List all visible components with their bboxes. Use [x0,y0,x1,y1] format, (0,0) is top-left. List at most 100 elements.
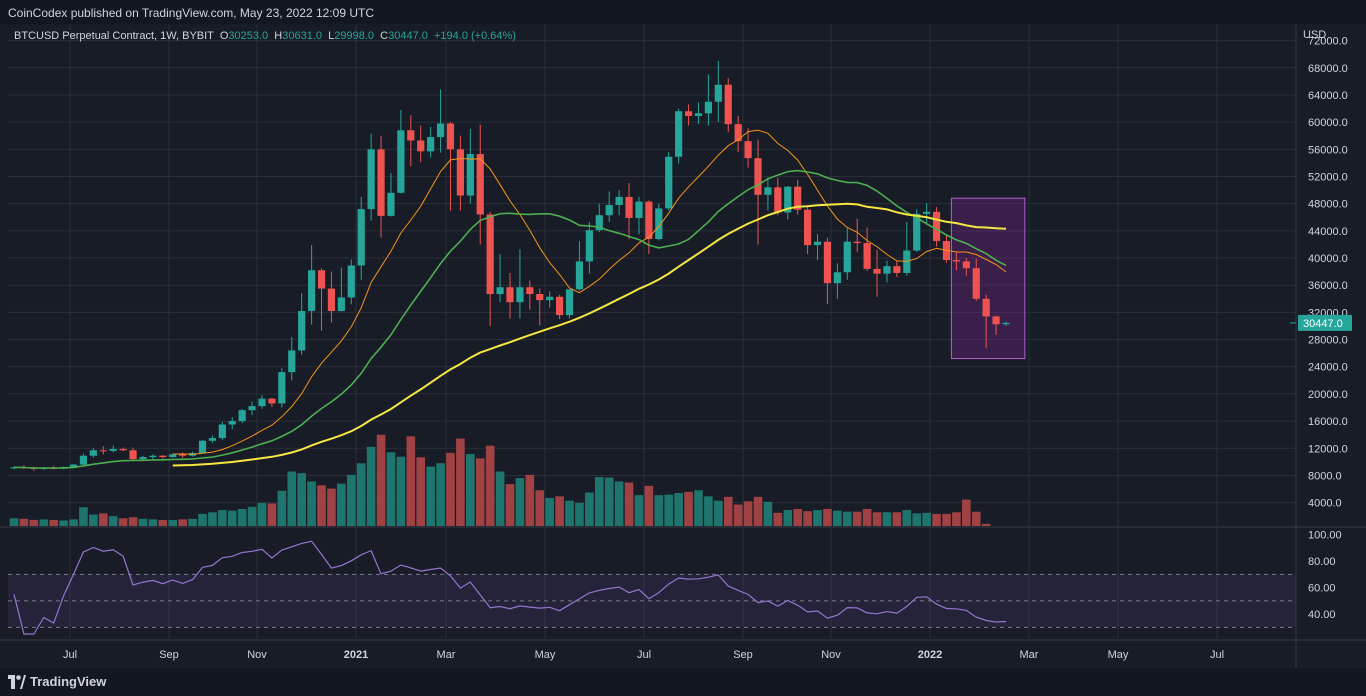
candle-body [228,421,236,425]
price-tick-label: 4000.0 [1308,498,1342,510]
high-value: 30631.0 [282,30,322,42]
btc-weekly-chart[interactable]: 72000.0 68000.0 64000.0 60000.0 56000.0 52000… [0,24,1366,668]
volume-bar [495,471,505,526]
volume-bar [852,511,862,526]
price-axis: 72000.0 68000.0 64000.0 60000.0 56000.0 52000… [1308,36,1348,510]
time-tick-label: May [535,649,556,661]
change-value: +194.0 (+0.64%) [433,30,516,42]
publisher-header: CoinCodex published on TradingView.com, … [0,0,1366,26]
volume-bar [813,510,822,526]
candle-body [327,288,336,312]
price-tick-label: 40000.0 [1308,253,1348,265]
volume-bar [733,504,743,526]
volume-bar [624,482,634,526]
candle-body [675,111,683,157]
price-tick-label: 20000.0 [1308,389,1348,401]
volume-bar [98,513,108,526]
volume-bar [862,508,872,526]
volume-bar [684,491,693,526]
price-tick-label: 48000.0 [1308,199,1348,211]
candle-body [784,186,792,213]
candle-body [377,149,385,216]
open-value: 30253.0 [228,30,269,42]
volume-bar [267,503,277,526]
tradingview-logo-icon[interactable] [8,675,26,689]
candle-body [952,260,960,262]
volume-bar [446,452,455,526]
candle-body [813,241,822,246]
time-tick-label: 2022 [918,649,942,661]
candle-body [169,454,177,458]
candle-body [913,213,921,251]
candle-body [982,298,990,317]
price-tick-label: 60000.0 [1308,117,1348,129]
rsi-pane [8,540,1296,635]
candle-body [556,296,564,316]
chart-area[interactable]: 72000.0 68000.0 64000.0 60000.0 56000.0 52000… [0,24,1366,668]
volume-bar [793,508,802,526]
candle-body [585,230,593,262]
candle-body [923,211,931,214]
volume-bar [942,513,951,526]
rsi-axis: 100.00 80.00 60.00 40.00 [1308,530,1342,622]
volume-bar [297,473,306,526]
candle-body [883,266,891,274]
volume-bar [108,516,118,526]
close-value: 30447.0 [388,30,428,42]
rsi-tick-label: 100.00 [1308,530,1342,542]
volume-bar [29,519,39,526]
candle-body [804,209,812,246]
time-tick-label: Nov [247,649,267,661]
volume-bar [406,436,416,526]
volume-bar [237,508,247,526]
time-tick-label: May [1108,649,1129,661]
volume-bar [49,519,58,526]
ma-mid-line [13,169,1007,469]
volume-bar [535,490,545,526]
volume-bar [59,520,68,526]
volume-bar [694,490,703,526]
volume-bar [882,512,892,526]
volume-bar [644,485,654,526]
candle-body [79,455,88,465]
candle-body [704,101,712,114]
volume-bar [892,512,902,526]
candle-body [615,196,623,206]
highlight-zone [950,197,1026,360]
volume-bar [922,512,931,526]
candle-body [218,424,226,439]
price-tick-label: 16000.0 [1308,416,1348,428]
candle-body [595,215,603,231]
candle-body [863,243,871,269]
price-tick-label: 12000.0 [1308,443,1348,455]
open-label: O [219,30,229,42]
time-tick-label: Jul [63,649,77,661]
candle-body [774,187,782,213]
time-tick-label: Sep [733,649,753,661]
volume-bar [208,512,217,526]
volume-bars [9,434,991,526]
candle-body [109,448,117,451]
time-axis: Jul Sep Nov 2021 Mar May Jul Sep Nov 2022 Mar May Ju… [63,649,1224,661]
candle-body [724,84,732,125]
candle-body [516,287,524,303]
volume-bar [79,507,88,526]
tradingview-brand[interactable]: TradingView [30,674,107,689]
candle-body [794,186,802,210]
candle-body [972,268,980,299]
candle-body [436,123,445,138]
volume-bar [952,512,961,526]
volume-bar [971,511,981,526]
candle-body [932,211,941,242]
time-tick-label: Jul [637,649,651,661]
candle-body [635,201,643,218]
candle-body [506,287,514,303]
candle-body [962,261,970,269]
price-tick-label: 72000.0 [1308,36,1348,48]
candle-body [149,455,157,458]
close-label: C [380,30,389,42]
price-tick-label: 36000.0 [1308,280,1348,292]
volume-bar [386,452,396,526]
volume-bar [833,510,842,526]
volume-bar [376,434,386,526]
